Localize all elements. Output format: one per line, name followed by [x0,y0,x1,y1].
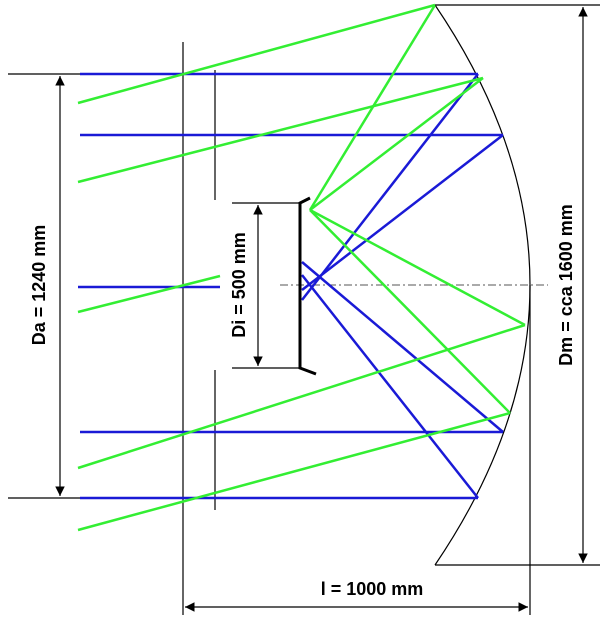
ray [77,323,526,470]
ray [309,208,526,327]
ray [77,3,436,105]
label-di: Di = 500 mm [229,232,249,338]
ray [301,261,504,433]
ray [301,134,504,291]
ray [309,77,484,211]
ray [308,4,437,211]
label-dm: Dm = cca 1600 mm [556,204,576,366]
ray [309,209,511,414]
ray [301,73,479,301]
ray [301,274,479,499]
green-rays [77,3,526,532]
dimensions [8,4,600,612]
ray [77,76,484,184]
ray [77,411,511,532]
ray [77,274,221,314]
label-l: l = 1000 mm [321,579,424,599]
image-plate [298,196,317,376]
blue-rays [78,72,504,500]
structure [182,4,548,615]
label-da: Da = 1240 mm [29,225,49,346]
